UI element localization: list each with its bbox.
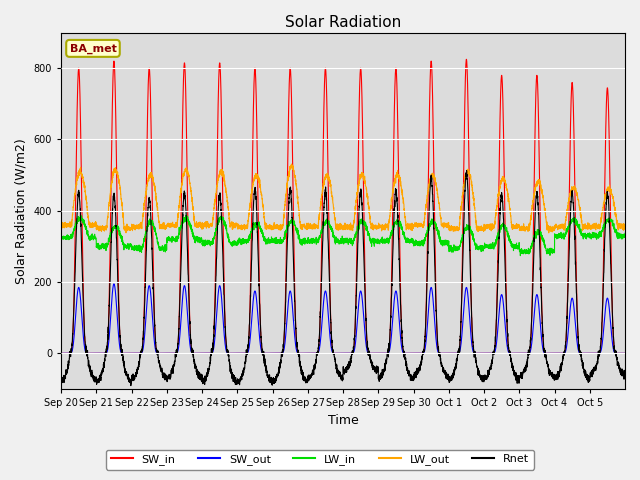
- Text: BA_met: BA_met: [70, 43, 116, 53]
- Y-axis label: Solar Radiation (W/m2): Solar Radiation (W/m2): [15, 138, 28, 284]
- Legend: SW_in, SW_out, LW_in, LW_out, Rnet: SW_in, SW_out, LW_in, LW_out, Rnet: [106, 450, 534, 469]
- X-axis label: Time: Time: [328, 414, 358, 427]
- Title: Solar Radiation: Solar Radiation: [285, 15, 401, 30]
